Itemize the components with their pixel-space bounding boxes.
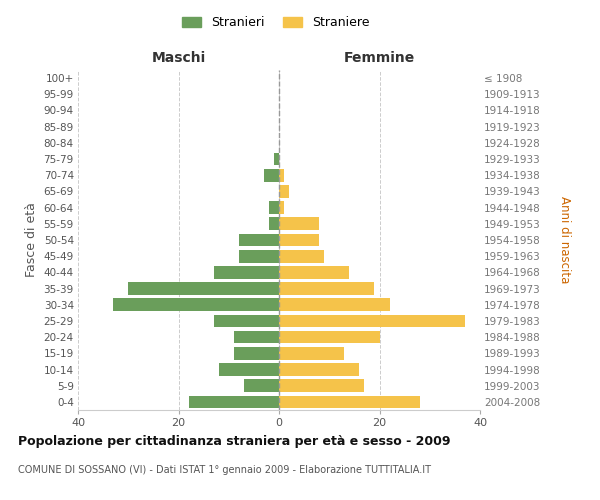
Y-axis label: Anni di nascita: Anni di nascita [557,196,571,284]
Bar [279,185,289,198]
Bar [188,396,279,408]
Bar [279,331,380,344]
Bar [279,282,374,295]
Bar [269,218,279,230]
Bar [269,202,279,214]
Bar [128,282,279,295]
Bar [279,363,359,376]
Bar [218,363,279,376]
Bar [234,331,279,344]
Bar [239,250,279,262]
Bar [214,266,279,278]
Bar [279,396,420,408]
Bar [274,152,279,166]
Bar [279,234,319,246]
Bar [113,298,279,311]
Bar [279,169,284,181]
Bar [279,380,364,392]
Bar [279,298,389,311]
Bar [234,347,279,360]
Bar [239,234,279,246]
Text: Femmine: Femmine [344,51,415,65]
Y-axis label: Fasce di età: Fasce di età [25,202,38,278]
Bar [279,218,319,230]
Text: COMUNE DI SOSSANO (VI) - Dati ISTAT 1° gennaio 2009 - Elaborazione TUTTITALIA.IT: COMUNE DI SOSSANO (VI) - Dati ISTAT 1° g… [18,465,431,475]
Text: Popolazione per cittadinanza straniera per età e sesso - 2009: Popolazione per cittadinanza straniera p… [18,435,451,448]
Bar [214,314,279,328]
Bar [279,266,349,278]
Bar [279,250,324,262]
Bar [279,347,344,360]
Bar [244,380,279,392]
Bar [279,314,465,328]
Legend: Stranieri, Straniere: Stranieri, Straniere [178,11,374,34]
Text: Maschi: Maschi [151,51,206,65]
Bar [279,202,284,214]
Bar [264,169,279,181]
